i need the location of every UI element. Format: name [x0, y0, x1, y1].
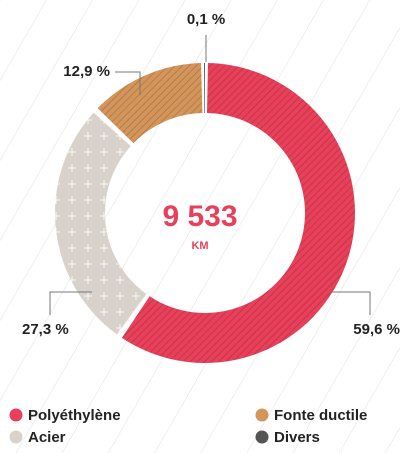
- legend-swatch: [9, 408, 23, 422]
- segment: [121, 63, 356, 363]
- leader-line: [115, 71, 141, 95]
- leader-line: [330, 291, 371, 315]
- data-label: 0,1 %: [187, 11, 225, 28]
- leader-line: [49, 291, 92, 315]
- data-label: 59,6 %: [353, 321, 400, 338]
- data-label: 12,9 %: [63, 63, 110, 80]
- center-unit: KM: [191, 240, 208, 252]
- legend-label: Divers: [274, 429, 320, 446]
- legend-swatch: [255, 430, 269, 444]
- data-label: 27,3 %: [22, 321, 69, 338]
- segment-pattern: [121, 63, 356, 363]
- segment: [54, 112, 147, 335]
- segment-pattern: [54, 112, 147, 335]
- legend-label: Polyéthylène: [28, 407, 121, 424]
- segment: [204, 63, 205, 114]
- legend-swatch: [255, 408, 269, 422]
- segment-pattern: [97, 63, 203, 144]
- segment-fill: [204, 63, 205, 114]
- legend-label: Fonte ductile: [274, 407, 367, 424]
- center-value: 9 533: [162, 200, 237, 233]
- legend-swatch: [9, 430, 23, 444]
- legend-label: Acier: [28, 429, 66, 446]
- segment: [97, 63, 203, 144]
